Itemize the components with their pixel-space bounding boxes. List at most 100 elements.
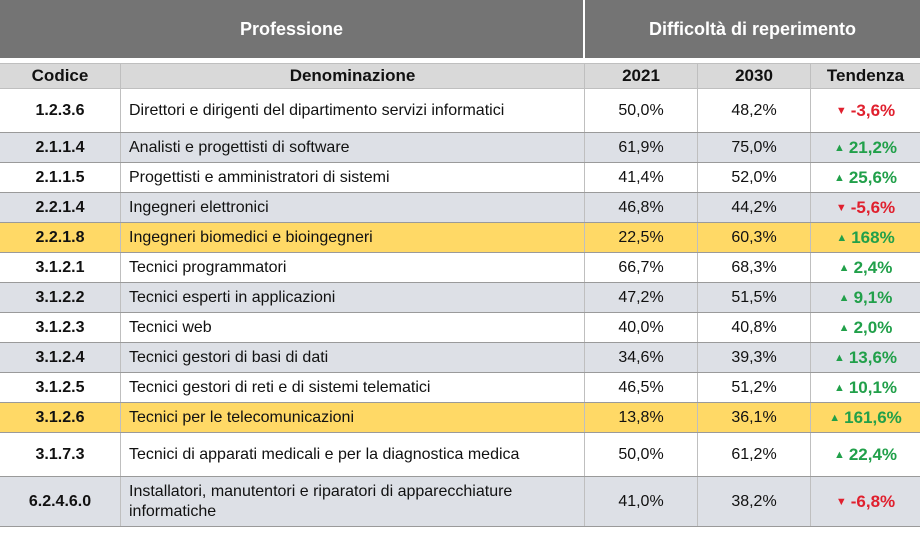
row-value-2030: 44,2% <box>698 193 811 222</box>
row-trend: ▼ -3,6% <box>811 89 920 132</box>
row-trend: ▲ 13,6% <box>811 343 920 372</box>
header-difficulty: Difficoltà di reperimento <box>585 0 920 58</box>
row-value-2021: 50,0% <box>585 433 698 476</box>
row-trend: ▲ 161,6% <box>811 403 920 432</box>
up-triangle-icon: ▲ <box>829 411 841 424</box>
trend-value: 168% <box>851 227 895 247</box>
row-trend: ▲ 21,2% <box>811 133 920 162</box>
table-row: 3.1.2.3 Tecnici web 40,0% 40,8% ▲ 2,0% <box>0 313 920 343</box>
table-row: 3.1.2.6 Tecnici per le telecomunicazioni 1… <box>0 403 920 433</box>
up-triangle-icon: ▲ <box>838 261 850 274</box>
row-name: Tecnici per le telecomunicazioni <box>121 403 585 432</box>
row-code: 3.1.2.1 <box>0 253 121 282</box>
down-triangle-icon: ▼ <box>835 495 847 508</box>
column-headers: Codice Denominazione 2021 2030 Tendenza <box>0 63 920 89</box>
table-row: 3.1.2.4 Tecnici gestori di basi di dati 34… <box>0 343 920 373</box>
row-value-2030: 61,2% <box>698 433 811 476</box>
up-triangle-icon: ▲ <box>833 171 845 184</box>
row-name: Tecnici web <box>121 313 585 342</box>
row-value-2021: 46,8% <box>585 193 698 222</box>
trend-value: 2,0% <box>853 317 893 337</box>
table-row: 2.1.1.4 Analisti e progettisti di softwar… <box>0 133 920 163</box>
row-trend: ▲ 22,4% <box>811 433 920 476</box>
up-triangle-icon: ▲ <box>838 291 850 304</box>
row-value-2021: 61,9% <box>585 133 698 162</box>
row-value-2030: 39,3% <box>698 343 811 372</box>
table-row: 3.1.2.1 Tecnici programmatori 66,7% 68,3% ▲ 2… <box>0 253 920 283</box>
row-code: 3.1.2.5 <box>0 373 121 402</box>
trend-value: 25,6% <box>848 167 898 187</box>
up-triangle-icon: ▲ <box>833 448 845 461</box>
row-value-2021: 41,0% <box>585 477 698 526</box>
row-code: 3.1.7.3 <box>0 433 121 476</box>
row-value-2021: 47,2% <box>585 283 698 312</box>
trend-value: 9,1% <box>853 287 893 307</box>
row-value-2021: 41,4% <box>585 163 698 192</box>
row-name: Progettisti e amministratori di sistemi <box>121 163 585 192</box>
table-row: 3.1.7.3 Tecnici di apparati medicali e pe… <box>0 433 920 477</box>
row-name: Tecnici di apparati medicali e per la di… <box>121 433 585 476</box>
row-trend: ▲ 25,6% <box>811 163 920 192</box>
up-triangle-icon: ▲ <box>833 381 845 394</box>
up-triangle-icon: ▲ <box>836 231 848 244</box>
row-trend: ▲ 168% <box>811 223 920 252</box>
trend-value: 21,2% <box>848 137 898 157</box>
row-name: Direttori e dirigenti del dipartimento s… <box>121 89 585 132</box>
row-name: Tecnici esperti in applicazioni <box>121 283 585 312</box>
trend-value: 22,4% <box>848 444 898 464</box>
col-header-code: Codice <box>0 64 121 88</box>
row-name: Tecnici programmatori <box>121 253 585 282</box>
row-trend: ▲ 2,4% <box>811 253 920 282</box>
row-trend: ▲ 2,0% <box>811 313 920 342</box>
table-row: 2.2.1.4 Ingegneri elettronici 46,8% 44,2% ▼ -… <box>0 193 920 223</box>
row-code: 3.1.2.6 <box>0 403 121 432</box>
table-row: 3.1.2.5 Tecnici gestori di reti e di sist… <box>0 373 920 403</box>
row-value-2021: 66,7% <box>585 253 698 282</box>
row-trend: ▲ 10,1% <box>811 373 920 402</box>
down-triangle-icon: ▼ <box>835 104 847 117</box>
row-code: 3.1.2.3 <box>0 313 121 342</box>
row-code: 2.2.1.8 <box>0 223 121 252</box>
row-name: Installatori, manutentori e riparatori d… <box>121 477 585 526</box>
row-value-2030: 51,2% <box>698 373 811 402</box>
row-name: Analisti e progettisti di software <box>121 133 585 162</box>
trend-value: -5,6% <box>850 197 896 217</box>
col-header-2030: 2030 <box>698 64 811 88</box>
trend-value: 2,4% <box>853 257 893 277</box>
trend-value: -6,8% <box>850 491 896 511</box>
table-row: 3.1.2.2 Tecnici esperti in applicazioni 47… <box>0 283 920 313</box>
row-value-2030: 40,8% <box>698 313 811 342</box>
row-value-2030: 60,3% <box>698 223 811 252</box>
row-value-2021: 50,0% <box>585 89 698 132</box>
trend-value: -3,6% <box>850 100 896 120</box>
table-body: 1.2.3.6 Direttori e dirigenti del diparti… <box>0 89 920 527</box>
row-value-2030: 68,3% <box>698 253 811 282</box>
row-value-2030: 75,0% <box>698 133 811 162</box>
row-value-2030: 48,2% <box>698 89 811 132</box>
table-row: 6.2.4.6.0 Installatori, manutentori e rip… <box>0 477 920 527</box>
row-value-2030: 51,5% <box>698 283 811 312</box>
row-trend: ▲ 9,1% <box>811 283 920 312</box>
row-value-2030: 36,1% <box>698 403 811 432</box>
row-name: Tecnici gestori di basi di dati <box>121 343 585 372</box>
row-value-2021: 46,5% <box>585 373 698 402</box>
table-row: 2.1.1.5 Progettisti e amministratori di s… <box>0 163 920 193</box>
row-value-2030: 38,2% <box>698 477 811 526</box>
row-value-2030: 52,0% <box>698 163 811 192</box>
table-row: 2.2.1.8 Ingegneri biomedici e bioingegner… <box>0 223 920 253</box>
col-header-2021: 2021 <box>585 64 698 88</box>
row-value-2021: 40,0% <box>585 313 698 342</box>
row-code: 2.2.1.4 <box>0 193 121 222</box>
trend-value: 10,1% <box>848 377 898 397</box>
col-header-trend: Tendenza <box>826 66 905 85</box>
trend-value: 13,6% <box>848 347 898 367</box>
row-trend: ▼ -6,8% <box>811 477 920 526</box>
row-code: 3.1.2.4 <box>0 343 121 372</box>
up-triangle-icon: ▲ <box>833 351 845 364</box>
row-code: 3.1.2.2 <box>0 283 121 312</box>
table-top-header: Professione Difficoltà di reperimento <box>0 0 920 58</box>
header-profession: Professione <box>0 0 585 58</box>
row-trend: ▼ -5,6% <box>811 193 920 222</box>
row-code: 6.2.4.6.0 <box>0 477 121 526</box>
